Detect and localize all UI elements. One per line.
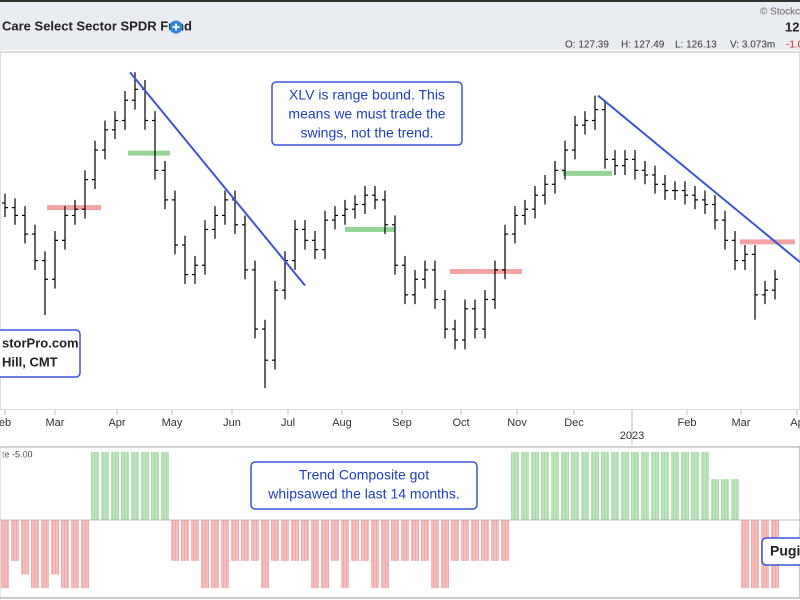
low: L: 126.13 [675,40,717,51]
x-tick-label: Mar [46,417,65,429]
bar [61,520,69,589]
bar [1,520,9,589]
volume: V: 3.073m [730,40,775,51]
bar [301,520,309,561]
bar [561,451,569,520]
bar [571,451,579,520]
annotation-text: XLV is range bound. This [289,87,445,103]
bar [51,520,59,575]
bar [631,451,639,520]
bar [681,451,689,520]
bar [361,520,369,561]
bar [531,451,539,520]
bar [271,520,279,561]
bar [321,520,329,589]
x-tick-label: 2023 [620,430,644,442]
bar [31,520,39,589]
bar [411,520,419,561]
annotation-box [0,329,81,378]
panel-label: te -5.00 [2,449,33,459]
bar [621,451,629,520]
annotation-text: storPro.com [2,335,79,350]
annotation-box [271,81,463,146]
bar [201,520,209,589]
bar [231,520,239,561]
annotation-text: Hill, CMT [2,354,58,369]
bar [661,451,669,520]
annotation-box [761,537,800,566]
x-tick-label: Jul [281,417,295,429]
add-icon-plus [172,23,180,31]
bar [141,451,149,520]
bar [441,520,449,589]
x-tick-label: Jun [223,417,241,429]
x-tick-label: Oct [452,417,469,429]
annotation-text: Trend Composite got [299,467,429,483]
x-tick-label: Sep [392,417,412,429]
source: © Stockc [760,7,800,18]
bar [741,520,749,589]
bar [601,451,609,520]
trendline [597,94,800,263]
bar [591,451,599,520]
bar [91,451,99,520]
bar [211,520,219,589]
bar [541,451,549,520]
x-tick-label: Feb [678,417,697,429]
bar [181,520,189,561]
trendline [129,71,306,287]
bar [451,520,459,561]
bar [261,520,269,589]
annotation-text: swings, not the trend. [300,125,433,141]
bar [381,520,389,589]
header-bg [0,0,800,50]
open: O: 127.39 [565,40,609,51]
bar [331,520,339,561]
bar [651,451,659,520]
bar [291,520,299,561]
annotation-text: means we must trade the [288,106,445,122]
bar [501,520,509,561]
annotation-text: whipsawed the last 14 months. [267,486,459,502]
annotation-text: Pugi [770,543,800,559]
bar [471,520,479,561]
bar [81,520,89,589]
x-tick-label: eb [0,417,11,429]
bar [691,451,699,520]
bar [751,520,759,589]
bar [121,451,129,520]
bar [481,520,489,561]
x-tick-label: Ap [790,417,800,429]
x-tick-label: Mar [732,417,751,429]
bar [511,451,519,520]
x-tick-label: May [162,417,183,429]
high: H: 127.49 [621,40,665,51]
bar [171,520,179,561]
bar [351,520,359,561]
x-axis-strip [0,410,800,445]
bar [391,520,399,561]
x-tick-label: Apr [108,417,125,429]
bar [241,520,249,561]
bar [151,451,159,520]
bar [21,520,29,575]
bar [111,451,119,520]
last-price: 12 [785,19,799,34]
x-tick-label: Dec [564,417,584,429]
bar [421,520,429,561]
x-tick-label: Aug [332,417,352,429]
bar [711,479,719,520]
x-tick-label: Nov [507,417,527,429]
bar [721,479,729,520]
annotation-box [250,461,478,510]
fund-title: Care Select Sector SPDR Fund [2,18,192,33]
change: -1.0 [786,40,800,51]
